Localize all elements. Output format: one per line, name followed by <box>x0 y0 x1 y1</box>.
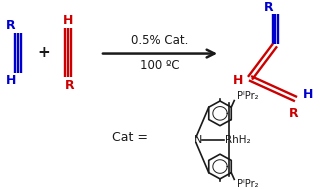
Text: +: + <box>38 45 50 60</box>
Text: PᴵPr₂: PᴵPr₂ <box>237 91 259 101</box>
Text: PᴵPr₂: PᴵPr₂ <box>237 179 259 189</box>
Text: R: R <box>65 79 75 92</box>
Text: H: H <box>63 14 73 27</box>
Text: H: H <box>233 74 243 87</box>
Text: RhH₂: RhH₂ <box>225 135 250 145</box>
Text: R: R <box>6 19 16 32</box>
Text: 100 ºC: 100 ºC <box>140 59 180 72</box>
Text: H: H <box>303 88 313 101</box>
Text: 0.5% Cat.: 0.5% Cat. <box>131 34 189 47</box>
Text: N: N <box>194 135 202 145</box>
Text: R: R <box>264 1 274 14</box>
Text: Cat =: Cat = <box>112 131 148 144</box>
Text: H: H <box>6 74 16 87</box>
Text: R: R <box>289 107 299 120</box>
